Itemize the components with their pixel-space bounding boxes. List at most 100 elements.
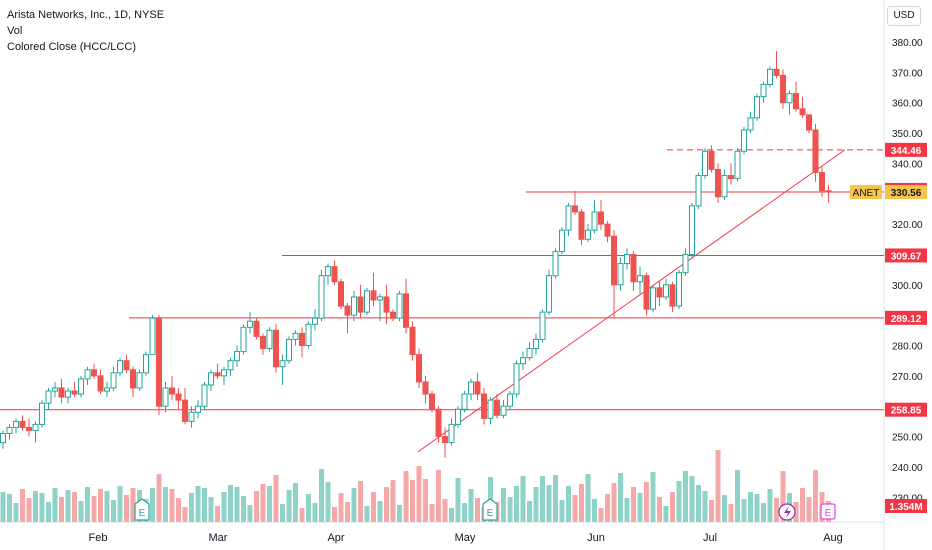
volume-bar xyxy=(338,493,344,522)
candle-body xyxy=(754,96,760,119)
y-tick-label: 340.00 xyxy=(892,159,923,170)
colored-close-indicator-label[interactable]: Colored Close (HCC/LCC) xyxy=(7,41,136,53)
volume-bar xyxy=(410,480,415,522)
volume-bar xyxy=(72,492,77,522)
x-tick-label: Jun xyxy=(587,532,605,544)
volume-bar xyxy=(169,489,175,522)
volume-bar xyxy=(390,480,396,522)
candle-body xyxy=(546,275,552,313)
volume-bar xyxy=(117,486,123,522)
volume-bar xyxy=(800,488,805,522)
price-labels: 344.46331.26330.56ANET309.67289.12258.85… xyxy=(850,142,927,513)
candle-body xyxy=(331,266,338,283)
volume-bar xyxy=(59,497,64,522)
candle-body xyxy=(13,420,19,428)
x-tick-label: May xyxy=(455,532,476,544)
candle-body xyxy=(156,317,162,407)
volume-label-bg xyxy=(885,499,927,513)
y-tick-label: 360.00 xyxy=(892,99,923,110)
volume-bar xyxy=(26,498,32,522)
candle-body xyxy=(266,329,273,350)
x-tick-label: Jul xyxy=(703,532,717,544)
candles xyxy=(0,51,832,458)
volume-bar xyxy=(507,497,513,522)
volume-bar xyxy=(332,507,337,522)
candle-body xyxy=(188,411,195,422)
currency-button[interactable]: USD xyxy=(887,6,921,26)
volume-bar xyxy=(514,486,519,522)
future-earnings-letter: E xyxy=(825,508,832,519)
volume-bar xyxy=(293,483,298,522)
volume-bar xyxy=(221,492,227,522)
candle-body xyxy=(409,326,416,356)
volume-bar xyxy=(182,507,188,522)
candle-body xyxy=(468,381,474,395)
volume-bar xyxy=(130,488,136,522)
volume-bar xyxy=(533,487,539,522)
volume-bar xyxy=(254,491,259,522)
candle-body xyxy=(708,150,715,170)
price-label-344.46: 344.46 xyxy=(891,146,922,157)
volume-bar xyxy=(189,493,194,522)
candle-body xyxy=(448,423,455,444)
earnings-icon xyxy=(134,498,150,521)
candle-body xyxy=(45,390,52,404)
y-tick-label: 250.00 xyxy=(892,433,923,444)
chart-title: Arista Networks, Inc., 1D, NYSE xyxy=(7,9,165,21)
candle-body xyxy=(416,354,422,383)
y-tick-label: 240.00 xyxy=(892,463,923,474)
volume-bar xyxy=(442,499,448,522)
candle-body xyxy=(624,253,630,265)
volume-bar xyxy=(559,500,565,522)
volume-bar xyxy=(429,504,435,522)
candle-body xyxy=(806,114,812,131)
candle-body xyxy=(338,281,344,307)
volume-bar xyxy=(761,503,766,522)
volume-bar xyxy=(527,501,532,522)
volume-bar xyxy=(377,501,383,522)
candle-body xyxy=(370,290,377,301)
level-lines xyxy=(0,149,884,411)
candle-body xyxy=(526,348,533,359)
candle-body xyxy=(793,93,799,110)
earnings-letter: E xyxy=(487,508,494,519)
candle-body xyxy=(773,68,780,76)
candle-body xyxy=(572,205,578,213)
candle-body xyxy=(136,372,143,389)
candle-body xyxy=(780,74,786,104)
volume-bar xyxy=(774,498,779,522)
volume-bar xyxy=(546,485,552,522)
volume-bar xyxy=(267,486,272,522)
volume-bar xyxy=(806,497,812,522)
volume-indicator-label[interactable]: Vol xyxy=(7,25,23,37)
y-tick-label: 350.00 xyxy=(892,129,923,140)
volume-bar xyxy=(384,487,389,522)
volume-bar xyxy=(605,494,610,522)
x-tick-label: Apr xyxy=(327,532,344,544)
x-tick-label: Aug xyxy=(823,532,843,544)
volume-bar xyxy=(468,489,474,522)
volume-bar xyxy=(299,508,305,522)
candle-body xyxy=(637,275,643,283)
candle-body xyxy=(110,372,117,389)
volume-bar xyxy=(813,470,818,522)
candle-body xyxy=(325,266,331,277)
volume-bar xyxy=(33,491,38,522)
volume-bar xyxy=(741,499,747,522)
volume-bar xyxy=(306,494,311,522)
candle-body xyxy=(578,211,585,240)
candle-body xyxy=(175,393,182,401)
candle-body xyxy=(799,108,806,116)
volume-bar xyxy=(455,478,461,522)
candle-body xyxy=(221,369,227,377)
candle-body xyxy=(695,175,702,207)
candle-body xyxy=(149,317,156,356)
candle-body xyxy=(721,175,728,198)
volume-bar xyxy=(273,475,279,522)
price-label-289.12: 289.12 xyxy=(891,314,922,325)
volume-bar xyxy=(676,481,682,522)
volume-bar xyxy=(657,497,662,522)
volume-bar xyxy=(501,488,506,522)
